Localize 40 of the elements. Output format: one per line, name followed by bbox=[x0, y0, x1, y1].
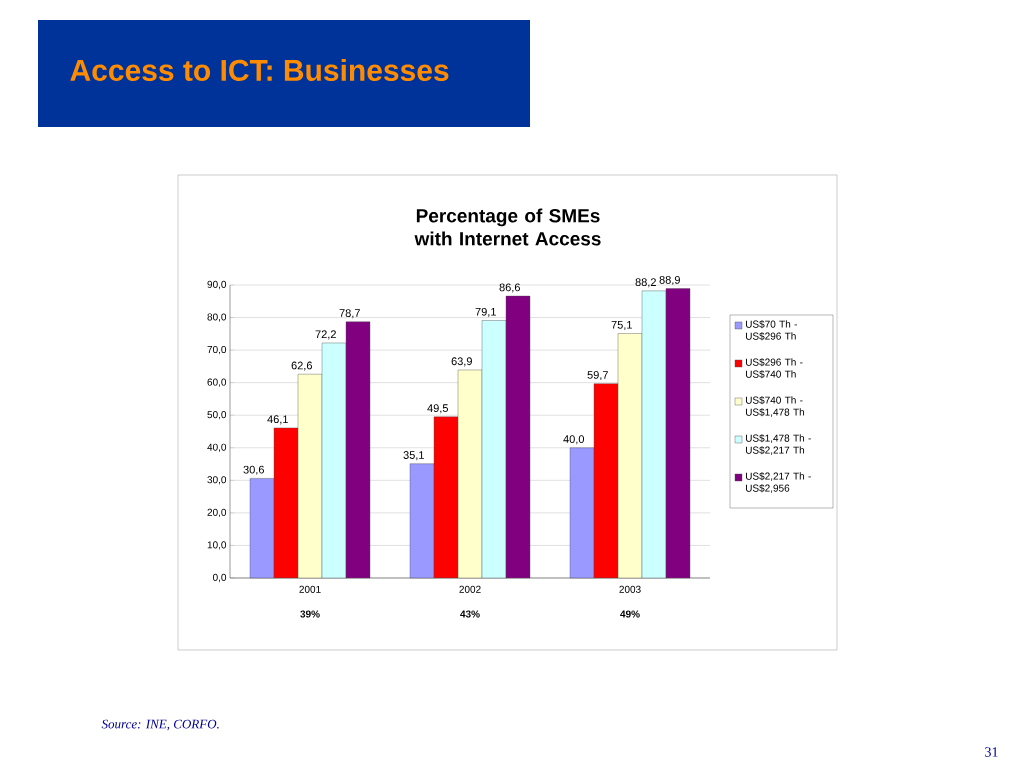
text: 31 bbox=[985, 747, 998, 757]
data-label: 40,0 bbox=[563, 435, 585, 445]
data-label: 63,9 bbox=[451, 357, 472, 367]
y-tick-label: 10,0 bbox=[207, 541, 227, 550]
y-tick-label: 30,0 bbox=[207, 476, 227, 485]
y-tick-label: 0,0 bbox=[212, 573, 227, 583]
data-label: 75,1 bbox=[611, 321, 632, 330]
text: 49% bbox=[620, 610, 640, 618]
x-tick-label: 2001 bbox=[299, 585, 321, 593]
text: 43% bbox=[460, 610, 480, 618]
y-tick-label: 90,0 bbox=[207, 280, 227, 290]
legend-label: US$2,217 Th - US$2,956 bbox=[745, 472, 811, 493]
data-label: 30,6 bbox=[243, 465, 264, 475]
legend-label: US$1,478 Th - US$2,217 Th bbox=[745, 434, 811, 455]
data-label: 72,2 bbox=[315, 330, 336, 340]
data-label: 86,6 bbox=[499, 283, 520, 293]
data-label: 88,9 bbox=[659, 275, 680, 286]
text: 39% bbox=[300, 610, 320, 618]
data-label: 79,1 bbox=[475, 307, 496, 317]
x-tick-label: 2003 bbox=[619, 585, 641, 593]
data-label: 46,1 bbox=[267, 415, 288, 425]
legend-label: US$740 Th - US$1,478 Th bbox=[745, 396, 805, 417]
y-tick-label: 60,0 bbox=[207, 378, 227, 387]
chart-title: Access to ICT: Businesses bbox=[70, 58, 449, 82]
x-tick-label: 2002 bbox=[459, 585, 481, 593]
legend-label: US$296 Th - US$740 Th bbox=[745, 358, 803, 379]
y-tick-label: 20,0 bbox=[207, 508, 227, 518]
y-tick-label: 50,0 bbox=[207, 411, 227, 420]
chart-subtitle: Percentage of SMEs with Internet Access bbox=[414, 208, 601, 246]
source-note: Source: INE, CORFO. bbox=[101, 719, 219, 731]
y-tick-label: 70,0 bbox=[207, 345, 227, 355]
data-label: 49,5 bbox=[427, 404, 448, 414]
data-label: 62,6 bbox=[291, 361, 312, 371]
data-label: 59,7 bbox=[587, 371, 608, 381]
y-tick-label: 80,0 bbox=[207, 313, 227, 322]
data-label: 88,2 bbox=[635, 278, 656, 288]
legend-label: US$70 Th - US$296 Th bbox=[745, 320, 797, 341]
data-label: 35,1 bbox=[403, 451, 424, 461]
data-label: 78,7 bbox=[339, 309, 360, 319]
y-tick-label: 40,0 bbox=[207, 443, 227, 452]
